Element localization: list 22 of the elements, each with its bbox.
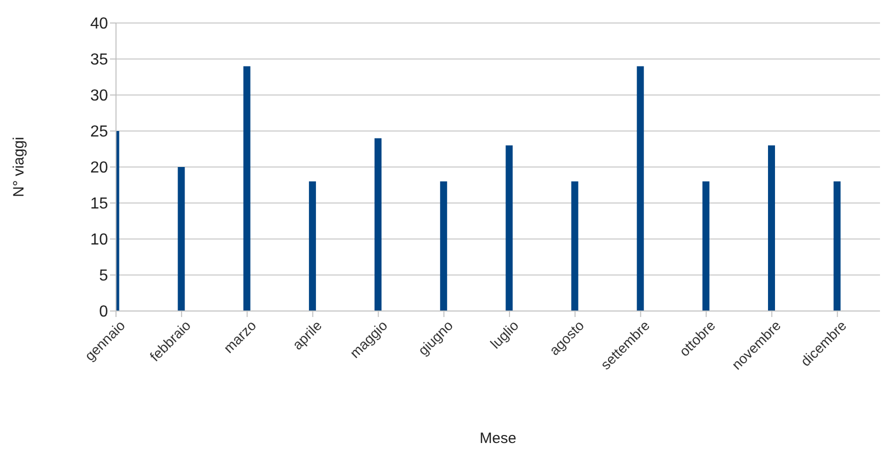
bar [702,181,710,311]
bar [308,181,316,311]
bar [178,167,185,311]
y-tick-label: 35 [90,52,108,69]
bar [374,138,382,311]
y-tick-label: 40 [90,16,108,33]
y-tick-label: 20 [90,160,108,177]
bar [768,145,776,311]
bar [636,66,644,311]
y-tick-label: 0 [99,304,108,321]
y-tick-label: 10 [90,232,108,249]
y-tick-label: 30 [90,88,108,105]
y-tick-label: 25 [90,124,108,141]
x-axis-title: Mese [480,430,516,447]
y-axis-title: N° viaggi [10,136,28,198]
bar [571,181,578,311]
bar [440,181,448,311]
bar [243,66,250,311]
y-tick-label: 5 [99,268,108,285]
bar [834,181,841,311]
y-tick-label: 15 [90,196,108,213]
bar [506,145,513,311]
